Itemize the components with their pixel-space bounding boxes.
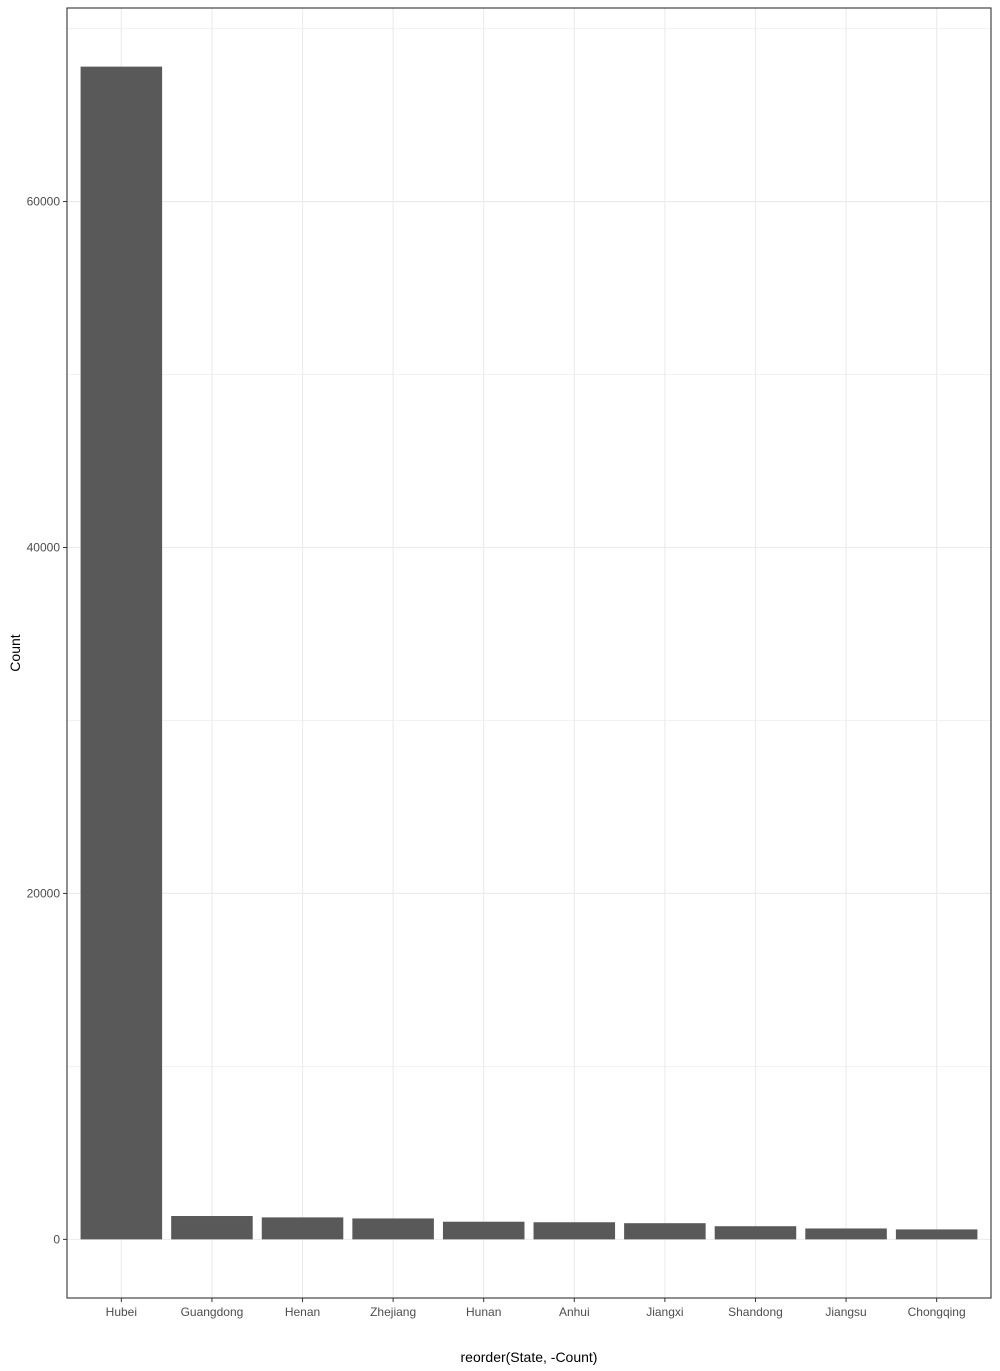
bar-hubei [80, 66, 163, 1240]
bar-jiangsu [805, 1228, 887, 1240]
x-tick-label: Henan [285, 1305, 320, 1319]
bar-henan [261, 1217, 344, 1240]
x-tick-label: Shandong [728, 1305, 783, 1319]
bar-jiangxi [624, 1223, 706, 1240]
y-tick-label: 20000 [27, 886, 61, 900]
plot-panel-border [66, 7, 992, 1299]
y-axis: 0 20000 40000 60000 [27, 195, 67, 1246]
bar-chongqing [895, 1229, 978, 1240]
x-tick-label: Jiangxi [646, 1305, 683, 1319]
plot-panel-background [67, 8, 991, 1298]
x-tick-label: Chongqing [908, 1305, 966, 1319]
x-tick-label: Guangdong [181, 1305, 244, 1319]
y-tick-label: 0 [53, 1232, 60, 1246]
y-tick-label: 60000 [27, 195, 61, 209]
bars [80, 66, 978, 1240]
y-axis-title: Count [7, 634, 23, 671]
bar-anhui [533, 1222, 616, 1240]
minor-gridlines [67, 28, 991, 1067]
y-tick-label: 40000 [27, 540, 61, 554]
x-tick-label: Hunan [466, 1305, 501, 1319]
x-tick-label: Anhui [559, 1305, 590, 1319]
bar-guangdong [171, 1216, 253, 1240]
x-axis: Hubei Guangdong Henan Zhejiang Hunan Anhui Jia… [106, 1298, 966, 1319]
bar-hunan [442, 1221, 525, 1240]
x-tick-label: Jiangsu [825, 1305, 866, 1319]
bar-shandong [714, 1226, 797, 1240]
x-axis-title: reorder(State, -Count) [461, 1349, 598, 1365]
bar-zhejiang [352, 1218, 434, 1240]
x-tick-label: Zhejiang [370, 1305, 416, 1319]
x-tick-label: Hubei [106, 1305, 137, 1319]
